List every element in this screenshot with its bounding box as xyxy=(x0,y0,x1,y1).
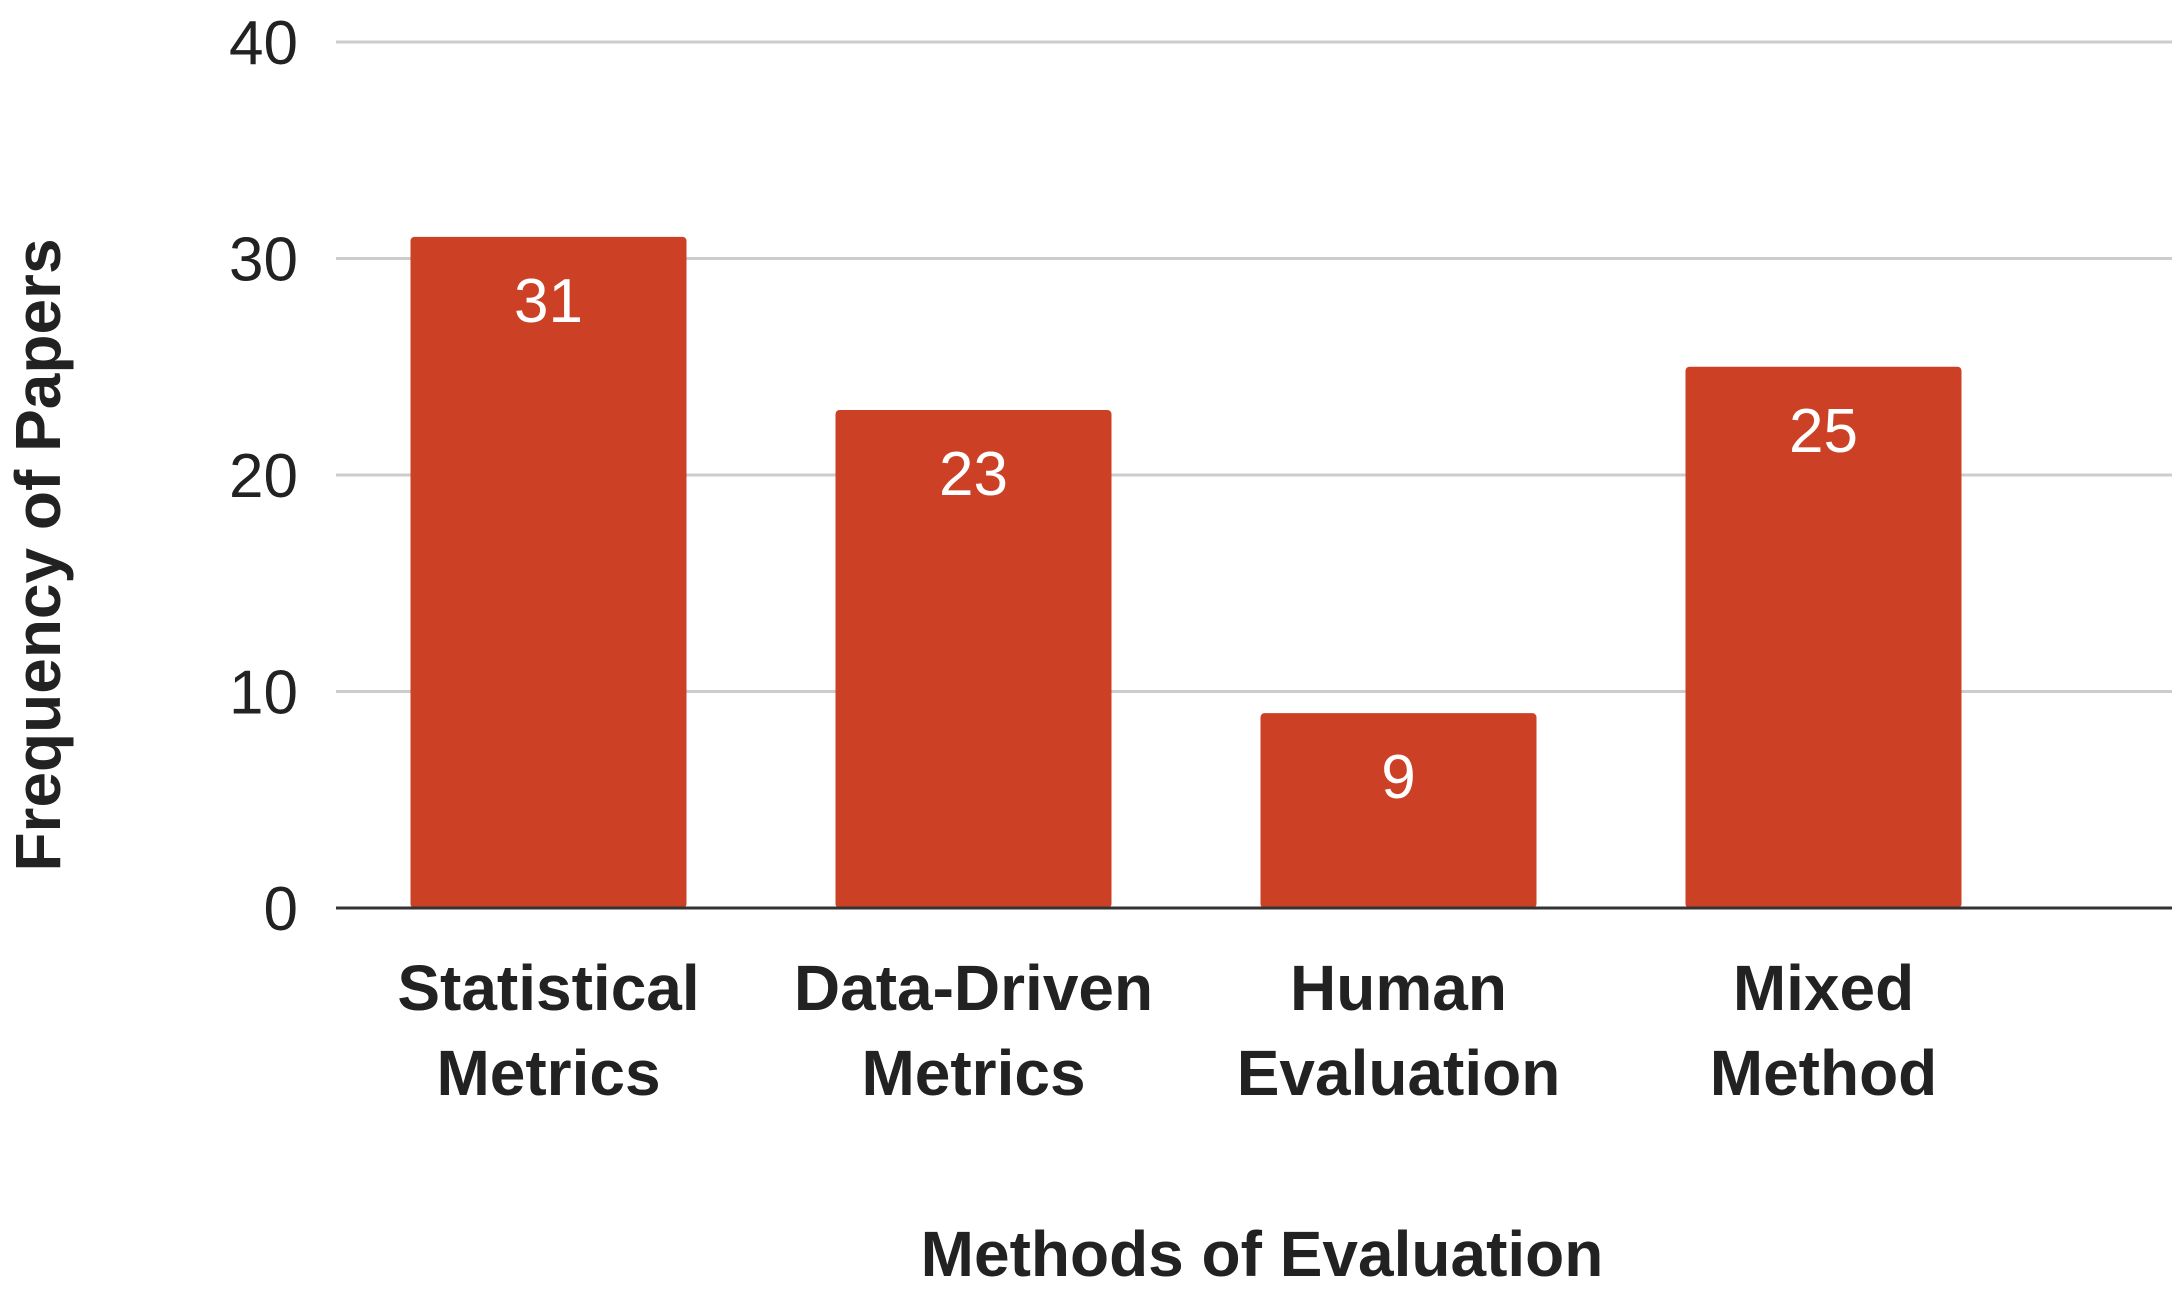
bars xyxy=(410,236,1962,909)
y-axis-title: Frequency of Papers xyxy=(2,238,74,871)
x-category-label-1-line-0: Data-Driven xyxy=(794,952,1153,1024)
data-label-0: 31 xyxy=(514,267,583,336)
x-category-label-2-line-1: Evaluation xyxy=(1237,1037,1561,1109)
y-tick-label-30: 30 xyxy=(229,226,298,295)
x-category-labels: Statistical Metrics Data-Driven Metrics Huma… xyxy=(397,952,1937,1109)
bar-3 xyxy=(1685,366,1962,908)
x-category-label-1-line-1: Metrics xyxy=(861,1037,1085,1109)
x-category-label-3-line-0: Mixed xyxy=(1733,952,1914,1024)
y-tick-label-20: 20 xyxy=(229,442,298,511)
y-tick-label-10: 10 xyxy=(229,659,298,728)
x-category-label-0-line-1: Metrics xyxy=(436,1037,660,1109)
bar-0 xyxy=(410,236,687,909)
y-tick-label-0: 0 xyxy=(264,875,298,944)
data-label-3: 25 xyxy=(1789,397,1858,466)
x-category-label-0-line-0: Statistical xyxy=(397,952,699,1024)
y-tick-label-40: 40 xyxy=(229,9,298,78)
bar-2 xyxy=(1260,713,1537,908)
x-axis-title: Methods of Evaluation xyxy=(921,1218,1604,1290)
data-label-2: 9 xyxy=(1381,743,1415,812)
y-tick-labels: 0 10 20 30 40 xyxy=(229,9,298,944)
data-label-1: 23 xyxy=(939,440,1008,509)
x-category-label-3-line-1: Method xyxy=(1710,1037,1938,1109)
bar-1 xyxy=(835,410,1112,908)
x-category-label-2-line-0: Human xyxy=(1290,952,1507,1024)
data-labels: 31 23 9 25 xyxy=(514,267,1858,812)
